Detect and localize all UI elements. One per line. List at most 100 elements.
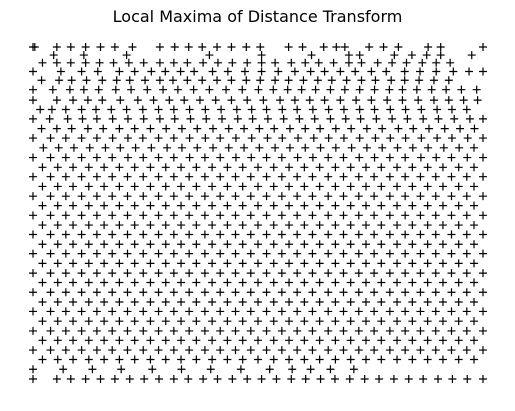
local-maximum-marker-691 [108,269,117,278]
local-maximum-marker-617 [331,240,340,249]
local-maximum-marker-591 [385,230,394,239]
local-maximum-marker-598 [38,240,47,249]
local-maximum-marker-764 [324,288,333,297]
local-maximum-marker-848 [254,317,262,326]
local-maximum-marker-294 [355,134,364,143]
local-maximum-marker-823 [324,307,333,316]
local-maximum-marker-1017 [375,374,384,383]
local-maximum-marker-645 [308,249,317,258]
local-maximum-marker-702 [277,269,286,278]
local-maximum-marker-244 [37,124,46,133]
local-maximum-marker-900 [146,336,155,345]
local-maximum-marker-907 [254,336,262,345]
local-maximum-marker-353 [355,153,364,162]
local-maximum-marker-6 [110,43,119,51]
local-maximum-marker-5 [96,43,105,51]
local-maximum-marker-90 [382,67,391,76]
local-maximum-marker-304 [54,143,63,152]
local-maximum-marker-367 [115,163,124,172]
local-maximum-marker-209 [401,105,410,114]
local-maximum-marker-676 [331,259,340,268]
local-maximum-marker-11 [198,43,207,51]
local-maximum-marker-26 [479,43,487,51]
local-maximum-marker-421 [38,182,47,191]
local-maximum-marker-394 [77,172,86,181]
local-maximum-marker-135 [173,85,182,94]
local-maximum-marker-1016 [360,374,369,383]
local-maximum-marker-918 [423,336,432,345]
local-maximum-marker-733 [300,278,309,287]
local-maximum-marker-1008 [243,374,252,383]
local-maximum-marker-242 [465,114,474,123]
local-maximum-marker-142 [283,85,292,94]
local-maximum-marker-799 [408,298,417,307]
local-maximum-marker-601 [84,240,93,249]
local-maximum-marker-220 [123,114,132,123]
local-maximum-marker-920 [454,336,463,345]
local-maximum-marker-98 [55,76,64,85]
local-maximum-marker-631 [92,249,101,258]
local-maximum-marker-61 [344,58,353,67]
local-maximum-marker-348 [277,153,286,162]
local-maximum-marker-534 [416,211,425,220]
local-maximum-marker-387 [423,163,432,172]
local-maximum-marker-277 [92,134,101,143]
local-maximum-marker-247 [83,124,92,133]
local-maximum-marker-12 [213,43,222,51]
local-maximum-marker-490 [192,201,201,210]
local-maximum-marker-868 [108,326,117,335]
local-maximum-marker-934 [216,346,225,355]
local-maximum-marker-127 [48,85,57,94]
local-maximum-marker-2 [52,43,61,51]
local-maximum-marker-936 [246,346,255,355]
local-maximum-marker-301 [463,134,472,143]
local-maximum-marker-197 [217,105,226,114]
local-maximum-marker-174 [320,96,329,105]
local-maximum-marker-324 [362,143,371,152]
local-maximum-marker-267 [394,124,403,133]
local-maximum-marker-407 [277,172,286,181]
local-maximum-marker-271 [456,124,465,133]
local-maximum-marker-881 [308,326,317,335]
local-maximum-marker-572 [92,230,101,239]
local-maximum-marker-636 [169,249,178,258]
local-maximum-marker-728 [223,278,232,287]
local-maximum-marker-109 [213,76,222,85]
local-maximum-marker-759 [246,288,255,297]
local-maximum-marker-223 [170,114,179,123]
local-maximum-marker-738 [377,278,386,287]
local-maximum-marker-826 [370,307,379,316]
local-maximum-marker-768 [385,288,394,297]
local-maximum-marker-355 [385,153,394,162]
local-maximum-marker-561 [377,221,386,230]
local-maximum-marker-32 [307,51,316,60]
local-maximum-marker-264 [347,124,356,133]
local-maximum-marker-726 [192,278,201,287]
local-maximum-marker-475 [416,192,425,201]
local-maximum-marker-767 [370,288,379,297]
local-maximum-marker-536 [447,211,456,220]
local-maximum-marker-838 [100,317,109,326]
local-maximum-marker-92 [416,67,424,76]
local-maximum-marker-603 [115,240,124,249]
local-maximum-marker-479 [479,192,487,201]
local-maximum-marker-1006 [213,374,222,383]
local-maximum-marker-291 [309,134,318,143]
local-maximum-marker-104 [141,76,150,85]
local-maximum-marker-340 [154,153,163,162]
local-maximum-marker-222 [155,114,164,123]
local-maximum-marker-150 [398,85,407,94]
local-maximum-marker-690 [92,269,101,278]
local-maximum-marker-851 [300,317,309,326]
local-maximum-marker-876 [231,326,240,335]
local-maximum-marker-520 [200,211,209,220]
local-maximum-marker-118 [342,76,351,85]
local-maximum-marker-812 [154,307,163,316]
local-maximum-marker-980 [470,355,478,364]
local-maximum-marker-419 [462,172,471,181]
local-maximum-marker-883 [339,326,348,335]
local-maximum-marker-736 [346,278,355,287]
local-maximum-marker-835 [53,317,62,326]
local-maximum-marker-908 [269,336,278,345]
local-maximum-marker-210 [417,105,426,114]
